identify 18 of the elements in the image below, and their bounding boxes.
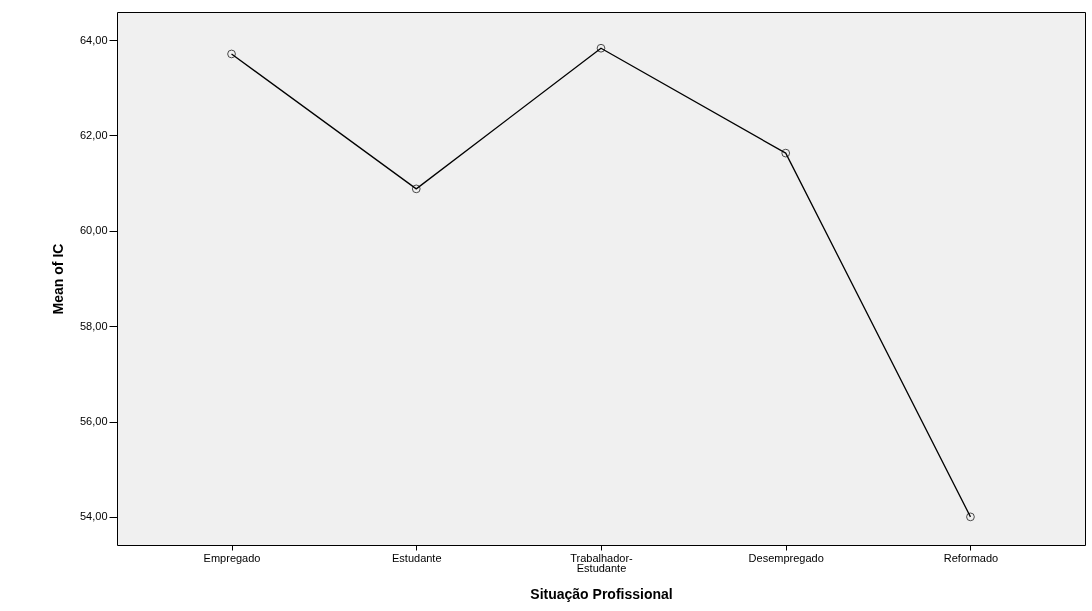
x-tick-label: Estudante (391, 551, 442, 564)
y-tick-label: 60,00 (79, 224, 108, 237)
y-tick-label: 54,00 (79, 510, 108, 523)
point (966, 512, 975, 522)
point (596, 43, 606, 53)
y-tick-label: 62,00 (79, 128, 108, 141)
point (781, 148, 791, 158)
point (411, 184, 421, 194)
y-tick-label: 64,00 (79, 33, 108, 46)
y-tick-label: 58,00 (79, 319, 108, 332)
x-tick-label: Desempregado (748, 551, 824, 564)
x-tick-label: Reformado (943, 551, 999, 564)
x-axis-title: Situação Profissional (530, 585, 673, 602)
y-axis-title: Mean of IC (49, 243, 66, 315)
point (227, 49, 236, 59)
y-tick-label: 56,00 (79, 415, 108, 428)
x-tick-label: Empregado (203, 551, 261, 564)
x-tick-label: Trabalhador-Estudante (570, 551, 634, 574)
